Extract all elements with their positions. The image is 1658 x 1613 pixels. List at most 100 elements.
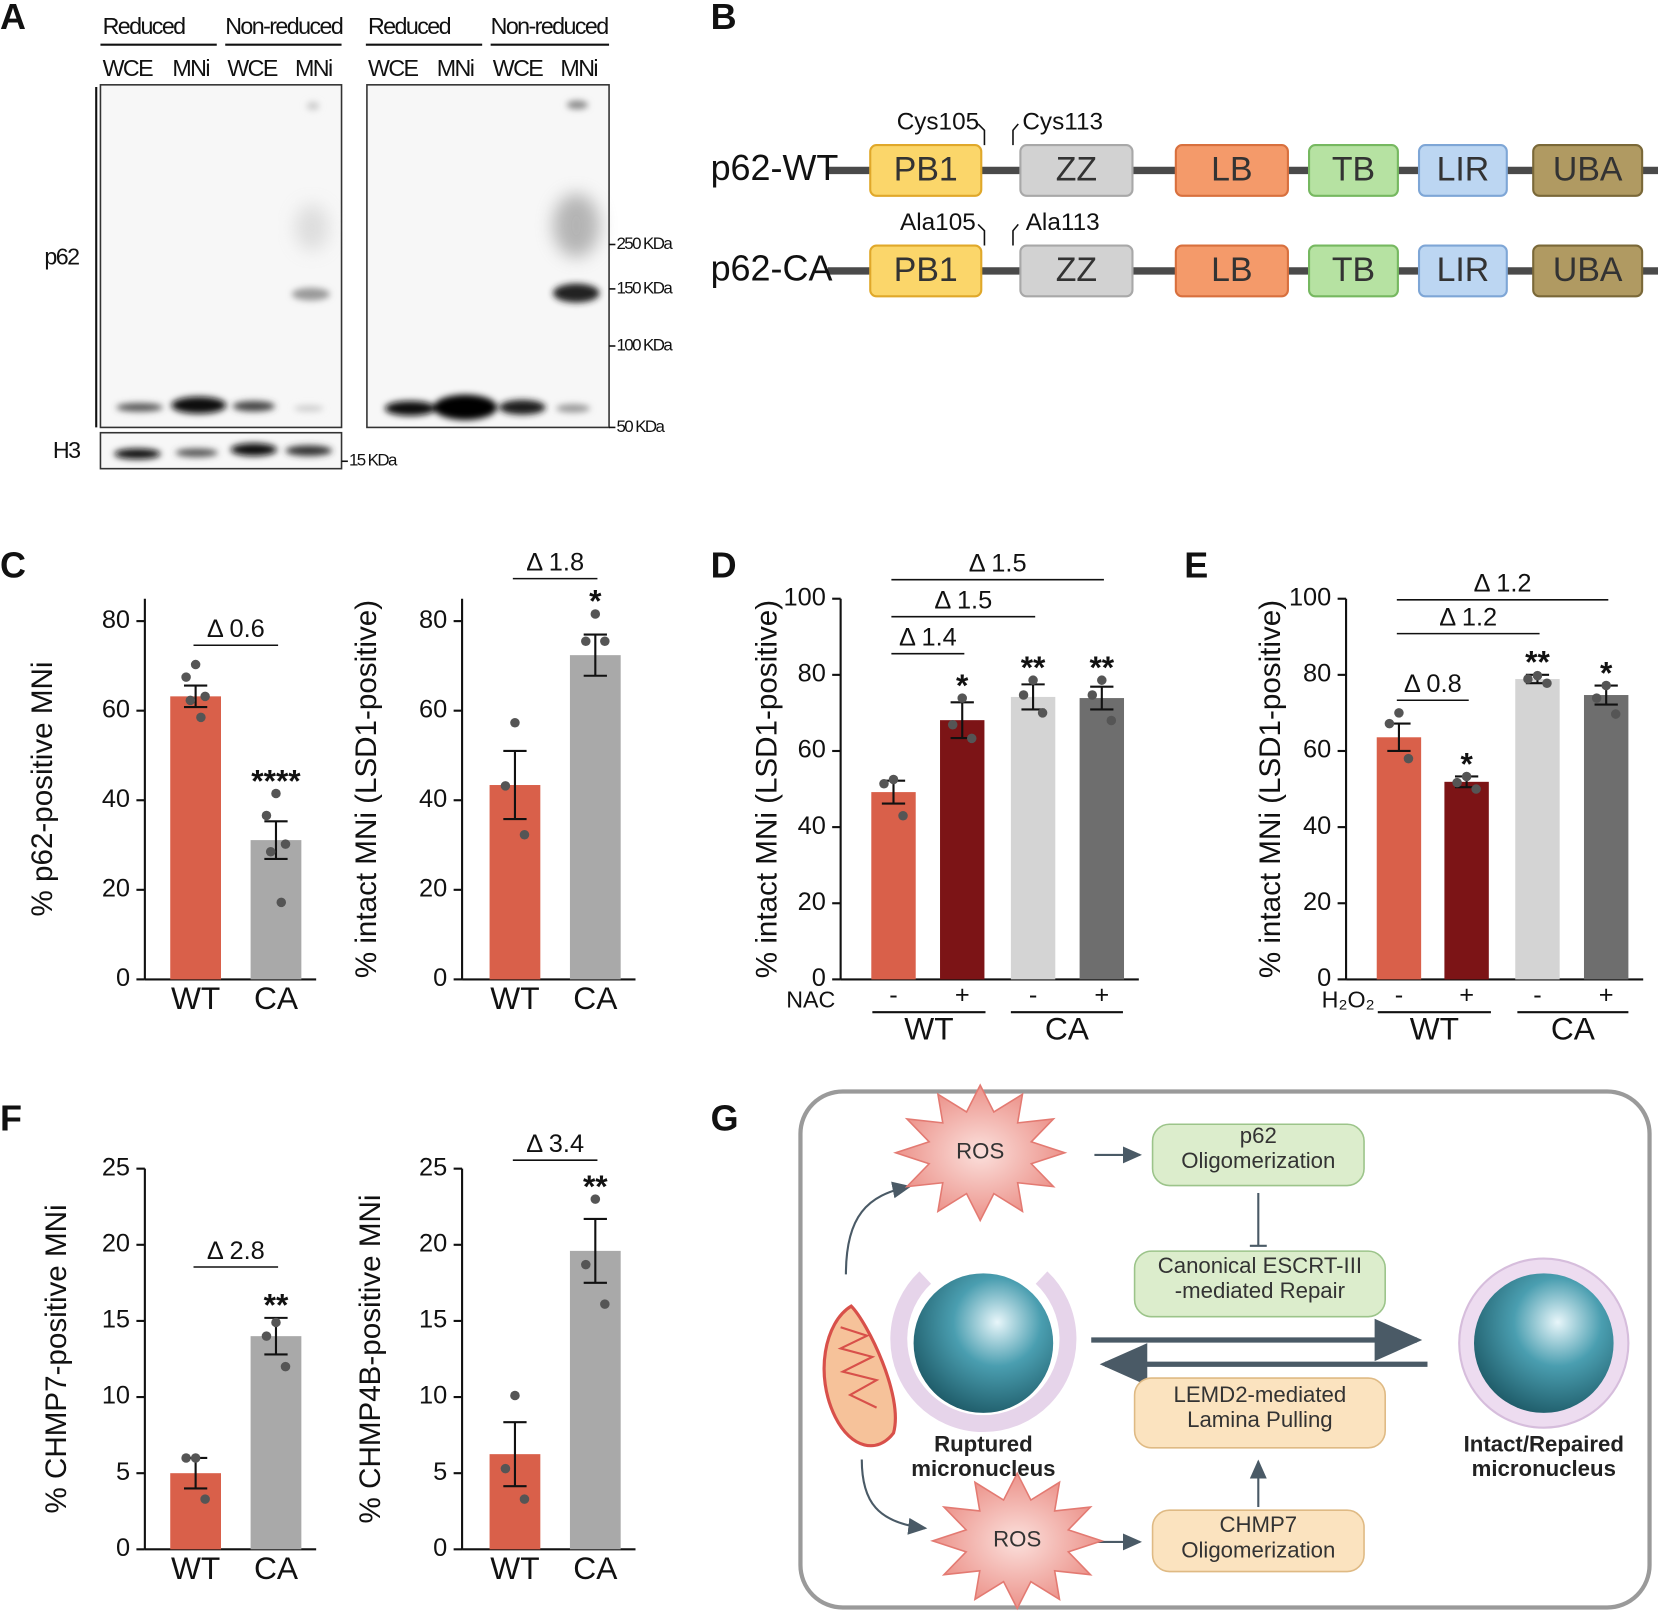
process-box [1133,1250,1386,1318]
data-point [181,1453,191,1463]
panel-label: F [0,1098,22,1139]
domain-label: PB1 [894,150,958,188]
lane: MNi [560,55,597,81]
site: Ala105 [900,209,976,236]
significance: ** [1021,649,1046,685]
error-bar [583,1217,607,1284]
significance: ** [264,1287,289,1323]
panel-label: A [0,0,26,37]
panel-label: C [0,545,26,586]
process-label: LEMD2-mediated [1174,1382,1347,1407]
data-point [519,829,530,840]
y-tick-label: 10 [102,1382,130,1410]
domain-label: UBA [1553,150,1623,188]
y-tick-label: 80 [419,606,447,634]
data-point [1542,678,1552,688]
significance: ** [1089,649,1114,685]
cristae [837,1326,880,1409]
data-point [1087,690,1098,700]
y-tick-label: 40 [102,785,130,813]
domain [1174,244,1289,298]
error-bar [1090,685,1114,711]
data-point [1028,675,1038,685]
process-box [1151,1509,1365,1573]
state-label: Intact/Repaired [1464,1432,1624,1457]
y-tick-label: 0 [812,964,826,992]
domain-label: ZZ [1056,251,1097,289]
y-axis-label: % intact MNi (LSD1-positive) [350,600,383,978]
significance: * [589,583,602,619]
y-tick-label: 0 [433,1534,447,1562]
error-bar [503,749,527,821]
ros-label: ROS [956,1139,1004,1164]
x-tick-label: - [889,981,897,1009]
y-tick-label: 15 [102,1306,130,1334]
significance: * [956,667,969,703]
data-point [581,636,591,647]
site: Cys113 [1022,108,1103,135]
data-point [1471,784,1481,794]
domain [1417,144,1508,197]
y-tick-label: 5 [433,1458,447,1486]
x-tick-label: - [1029,981,1037,1009]
micronucleus [913,1273,1054,1413]
domain-label: LB [1211,150,1252,188]
data-point [1601,680,1611,691]
data-point [1452,777,1462,788]
data-point [280,1361,291,1372]
significance: ** [583,1168,608,1204]
comparison-label: Δ 1.4 [899,624,957,652]
y-tick-label: 100 [784,583,826,611]
blot-label: p62 [44,243,79,269]
x-tick-label: + [1094,981,1109,1009]
data-point [190,659,201,670]
data-point [879,778,889,789]
arrows [844,1146,1267,1551]
significance: * [1460,745,1473,781]
y-tick-label: 25 [419,1153,447,1181]
comparison-label: Δ 1.8 [526,549,584,577]
marker: 50 KDa [616,417,665,436]
data-point [581,1259,591,1270]
data-point [1097,675,1107,685]
y-tick-label: 5 [116,1458,130,1486]
site-connector [1012,123,1019,146]
condition: Reduced [103,13,186,39]
x-tick-label: - [1533,981,1541,1009]
bar [1444,781,1489,980]
y-tick-label: 15 [419,1306,447,1334]
domain-label: LB [1211,251,1252,289]
y-tick-label: 80 [1303,660,1331,688]
domain [1308,144,1399,197]
domain [869,244,983,298]
data-point [261,810,272,821]
blot-label: H3 [53,437,80,463]
comparison-label: Δ 1.5 [969,550,1027,578]
process-label: Oligomerization [1181,1537,1335,1562]
ros-burst [893,1083,1068,1223]
y-axis-label: % CHMP4B-positive MNi [354,1195,387,1524]
y-axis-label: % intact MNi (LSD1-positive) [751,600,784,978]
domain [1019,144,1134,197]
y-tick-label: 100 [1289,583,1331,611]
bar [569,1250,621,1550]
data-point [261,1331,272,1341]
data-point [947,719,958,730]
data-point [590,1194,601,1204]
domain [1417,244,1508,298]
bar [940,720,985,980]
y-tick-label: 40 [419,785,447,813]
data-point [519,1494,530,1504]
data-point [181,672,191,682]
condition: Non-reduced [491,13,609,39]
comparison-label: Δ 2.8 [207,1237,265,1265]
x-tick-label: - [1395,981,1403,1009]
data-point [888,774,899,785]
data-point [510,1390,520,1401]
domain-label: UBA [1553,251,1623,289]
process-label: p62 [1240,1123,1277,1148]
bar [871,792,916,980]
domain [1532,144,1644,197]
micronucleus [1474,1273,1614,1413]
ros-burst [930,1471,1105,1611]
